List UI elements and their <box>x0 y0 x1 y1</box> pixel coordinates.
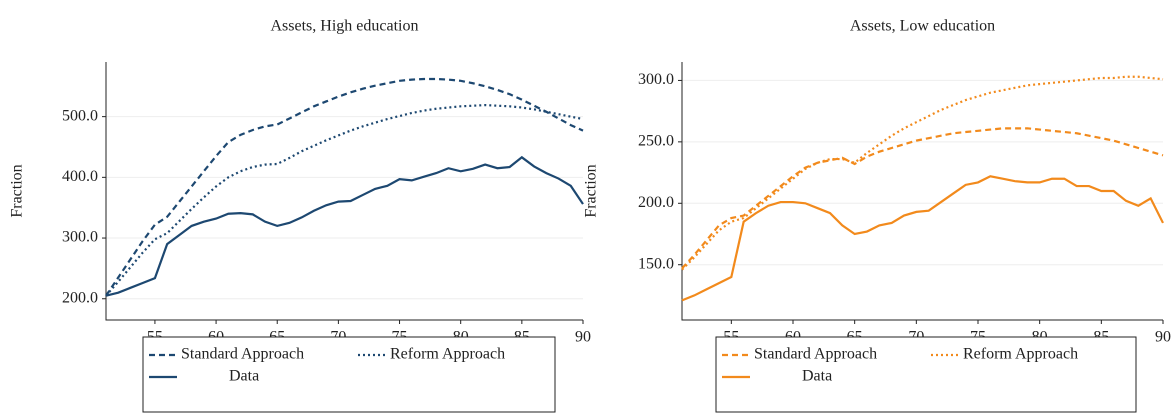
y-tick-label: 200.0 <box>62 289 98 306</box>
axes <box>681 62 1163 321</box>
y-tick-label: 300.0 <box>62 229 98 246</box>
y-tick-label: 250.0 <box>638 133 674 150</box>
y-tick-label: 400.0 <box>62 168 98 185</box>
series-line <box>105 103 584 297</box>
chart-title: Assets, Low education <box>850 18 995 35</box>
legend-label: Standard Approach <box>181 346 304 363</box>
legend-label: Data <box>802 368 832 385</box>
y-tick-label: 200.0 <box>638 194 674 211</box>
legend-label: Reform Approach <box>963 346 1078 363</box>
legend-box <box>715 336 1137 413</box>
axes <box>105 62 583 321</box>
chart-title: Assets, High education <box>271 18 419 35</box>
y-axis-label: Fraction <box>583 164 600 217</box>
legend-label: Data <box>229 368 259 385</box>
series-line <box>105 155 584 297</box>
legend-label: Standard Approach <box>754 346 877 363</box>
y-tick-label: 300.0 <box>638 71 674 88</box>
x-tick-label: 90 <box>1155 329 1171 346</box>
y-tick-label: 500.0 <box>62 107 98 124</box>
series-line <box>105 77 584 297</box>
series-line <box>681 175 1164 302</box>
series-line <box>681 75 1164 271</box>
legend-label: Reform Approach <box>390 346 505 363</box>
legend-box <box>142 336 556 413</box>
series-line <box>681 127 1164 270</box>
y-tick-label: 150.0 <box>638 255 674 272</box>
x-tick-label: 90 <box>575 329 591 346</box>
y-axis-label: Fraction <box>9 164 26 217</box>
